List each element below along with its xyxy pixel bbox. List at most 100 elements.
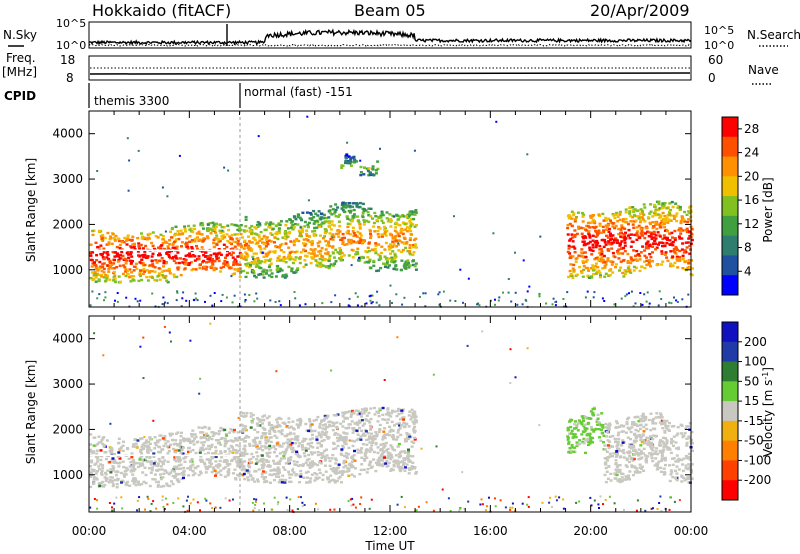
range-cell <box>632 265 636 269</box>
range-cell <box>264 228 268 231</box>
range-cell <box>223 439 227 443</box>
range-cell <box>660 263 664 266</box>
range-cell <box>598 244 602 248</box>
range-cell <box>270 233 274 236</box>
range-cell <box>239 414 243 418</box>
range-cell <box>341 411 345 414</box>
range-cell <box>387 414 391 417</box>
range-cell <box>636 415 640 419</box>
range-cell <box>392 259 396 262</box>
range-cell <box>243 239 247 242</box>
range-cell <box>617 248 621 251</box>
range-cell <box>123 475 126 478</box>
range-cell <box>199 222 203 225</box>
range-cell <box>623 238 627 242</box>
range-cell <box>104 479 108 483</box>
range-cell <box>673 238 677 242</box>
noise-cell <box>526 290 529 293</box>
range-cell <box>379 443 383 446</box>
range-cell <box>673 251 677 254</box>
range-cell <box>618 269 621 272</box>
range-cell <box>386 451 390 454</box>
range-cell <box>618 456 622 459</box>
range-cell <box>297 257 301 260</box>
range-cell <box>573 435 577 439</box>
range-cell <box>319 249 323 253</box>
range-cell <box>355 438 359 442</box>
range-cell <box>673 261 677 265</box>
range-cell <box>254 462 258 465</box>
range-cell <box>324 433 328 436</box>
range-cell <box>268 451 272 454</box>
range-cell <box>205 261 208 264</box>
range-cell <box>250 248 254 251</box>
range-cell <box>586 432 590 436</box>
range-cell <box>217 256 220 259</box>
range-cell <box>617 437 621 441</box>
speck-cell <box>346 141 349 144</box>
range-cell <box>310 218 314 221</box>
range-cell <box>209 227 213 231</box>
range-cell <box>110 451 113 454</box>
range-cell <box>261 419 265 422</box>
range-cell <box>336 433 340 436</box>
range-cell <box>666 221 670 224</box>
range-cell <box>616 426 620 429</box>
range-cell <box>310 217 314 220</box>
range-cell <box>213 252 217 255</box>
range-cell <box>117 239 121 243</box>
range-cell <box>298 256 302 259</box>
range-cell <box>104 471 107 475</box>
range-cell <box>289 443 293 447</box>
range-cell <box>90 450 94 453</box>
range-cell <box>305 429 309 432</box>
range-cell <box>284 237 288 241</box>
range-cell <box>367 207 371 210</box>
range-cell <box>362 208 366 211</box>
range-cell <box>349 157 353 160</box>
range-cell <box>406 437 410 441</box>
range-cell <box>412 428 416 431</box>
sky-panel-frame <box>88 21 692 49</box>
range-cell <box>648 244 652 247</box>
range-cell <box>324 423 327 426</box>
range-cell <box>607 274 611 278</box>
range-cell <box>211 221 215 224</box>
range-cell <box>649 265 652 268</box>
range-cell <box>132 279 136 282</box>
range-cell <box>654 248 658 251</box>
range-cell <box>116 260 120 263</box>
range-cell <box>288 445 292 448</box>
range-cell <box>380 463 384 466</box>
range-cell <box>169 443 172 446</box>
noise-cell <box>334 294 337 297</box>
range-cell <box>234 478 238 481</box>
range-cell <box>227 468 231 471</box>
range-cell <box>215 222 218 225</box>
range-cell <box>233 258 237 261</box>
range-cell <box>133 438 137 441</box>
range-cell <box>675 259 679 262</box>
range-cell <box>405 432 409 435</box>
range-cell <box>227 453 231 456</box>
range-cell <box>401 221 405 224</box>
range-cell <box>275 442 279 445</box>
range-cell <box>331 469 335 472</box>
range-cell <box>390 411 394 415</box>
range-cell <box>635 259 639 262</box>
range-cell <box>605 450 609 453</box>
range-cell <box>124 466 128 470</box>
range-cell <box>370 448 374 451</box>
range-cell <box>615 465 619 468</box>
range-cell <box>637 217 641 220</box>
range-cell <box>123 266 127 269</box>
range-cell <box>149 438 153 441</box>
range-cell <box>106 250 110 253</box>
noise-cell <box>91 290 94 293</box>
range-cell <box>681 242 685 245</box>
range-cell <box>347 469 351 473</box>
range-cell <box>603 457 607 460</box>
range-cell <box>225 245 229 249</box>
range-cell <box>129 262 133 265</box>
range-cell <box>614 224 618 228</box>
